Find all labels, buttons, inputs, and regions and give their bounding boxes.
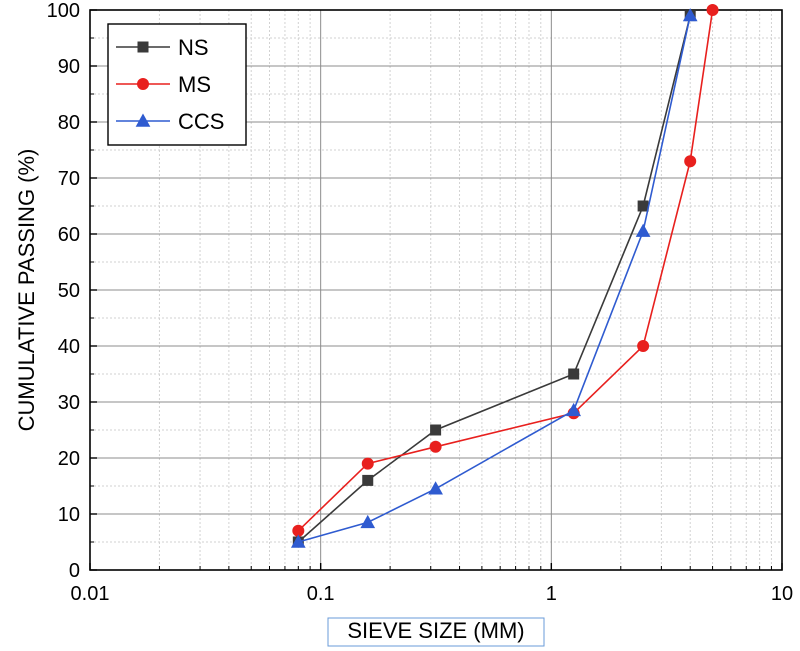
y-tick-labels: 0 10 20 30 40 50 60 70 80 90 100	[47, 0, 80, 582]
legend-ms-marker	[137, 78, 149, 90]
x-axis-label-box	[327, 617, 545, 647]
series-ms	[292, 4, 719, 537]
series-ms-point	[429, 440, 442, 453]
legend-ms-label: MS	[178, 72, 211, 97]
series-ccs-point	[360, 514, 376, 529]
x-axis-label: SIEVE SIZE (MM)	[347, 618, 524, 643]
y-tick-label: 30	[58, 392, 80, 414]
series-ns-line	[297, 15, 691, 543]
series-ns-point	[362, 474, 374, 486]
y-tick-label: 80	[58, 112, 80, 134]
x-tick-label: 10	[771, 583, 793, 605]
series-ccs-point	[635, 223, 651, 237]
legend-ns-label: NS	[178, 35, 209, 60]
x-tick-label: 1	[546, 583, 557, 605]
series-ccs-point	[566, 402, 582, 417]
y-tick-label: 100	[47, 0, 80, 22]
series-ms-point	[706, 4, 719, 16]
legend-ccs-marker	[135, 113, 151, 127]
y-tick-label: 60	[58, 224, 80, 246]
series-ns	[292, 10, 696, 548]
y-tick-label: 90	[58, 56, 80, 78]
series-ms-point	[684, 155, 697, 168]
legend: NS MS CCS	[107, 23, 247, 146]
y-tick-label: 10	[58, 504, 80, 526]
series-ccs-point	[682, 8, 698, 22]
y-tick-label: 70	[58, 168, 80, 190]
series-ms-point	[361, 457, 374, 470]
legend-ns-marker	[137, 41, 149, 53]
series-ns-point	[568, 368, 580, 380]
y-tick-label: 0	[69, 560, 80, 582]
series-ccs-point	[290, 534, 306, 548]
series-ccs-point	[428, 481, 443, 495]
x-tick-label: 0.01	[71, 583, 110, 605]
series-ccs	[290, 8, 698, 548]
series-ns-point	[430, 424, 442, 436]
series-ns-point	[637, 200, 649, 212]
axis-ticks	[89, 9, 783, 571]
series-ccs-line	[298, 15, 691, 543]
legend-ccs-label: CCS	[178, 109, 224, 134]
y-axis-label: CUMULATIVE PASSING (%)	[14, 149, 39, 432]
x-tick-label: 0.1	[307, 583, 335, 605]
y-tick-label: 20	[58, 448, 80, 470]
y-tick-label: 50	[58, 280, 80, 302]
series-layer	[290, 4, 719, 548]
series-ms-point	[637, 340, 650, 352]
series-ms-line	[297, 9, 714, 532]
x-tick-labels: 0.01 0.1 1 10	[71, 583, 794, 605]
y-tick-label: 40	[58, 336, 80, 358]
